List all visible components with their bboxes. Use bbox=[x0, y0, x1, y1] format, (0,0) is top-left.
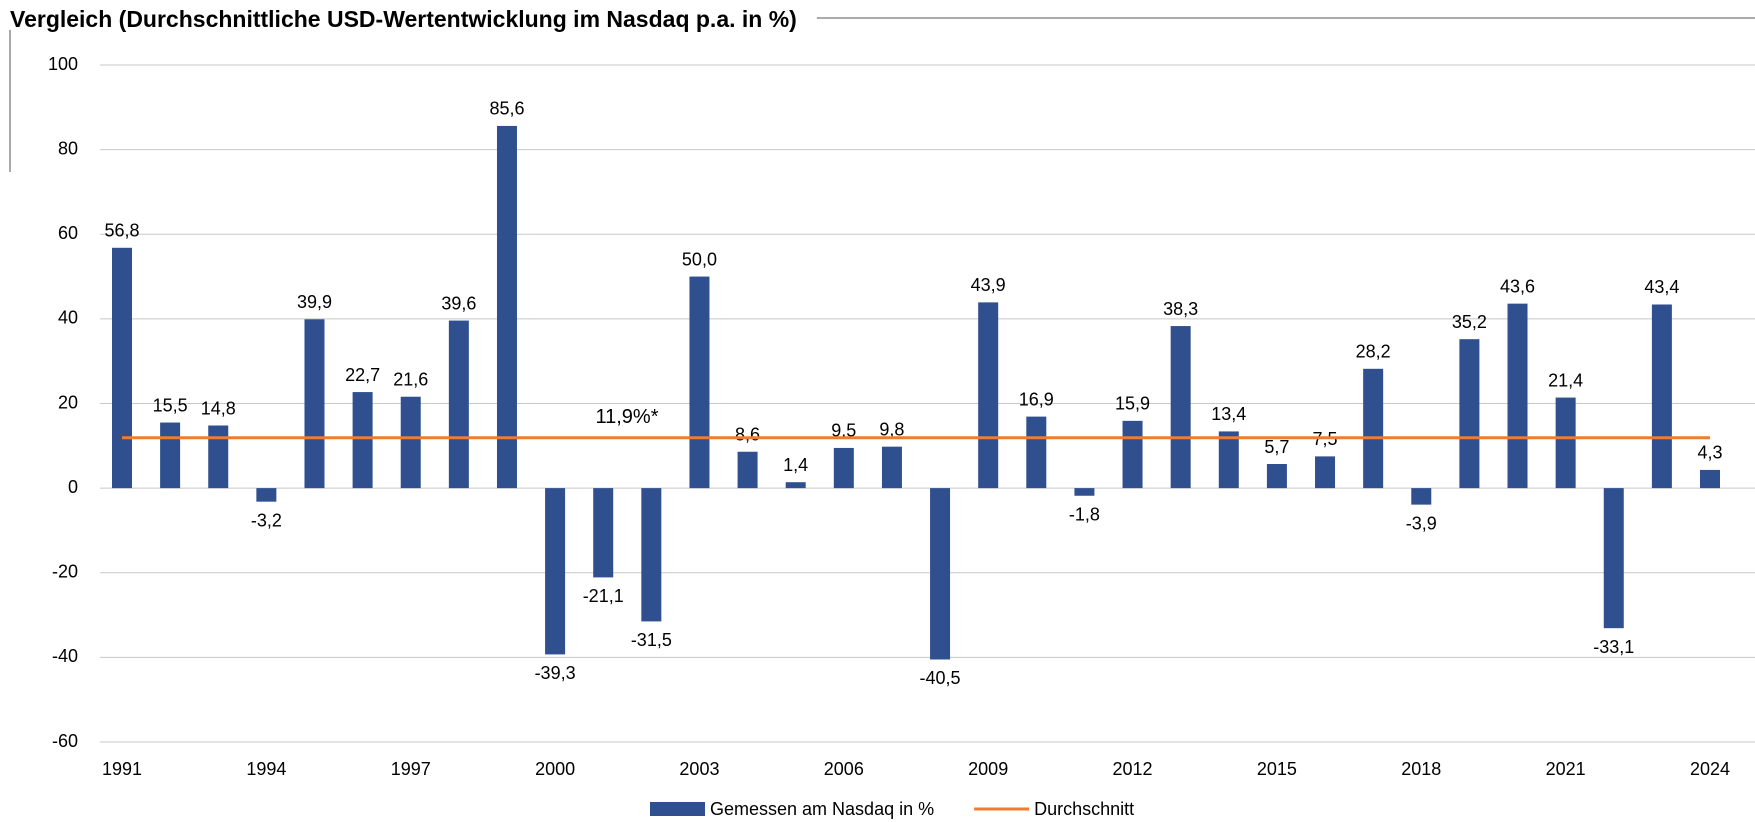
bar bbox=[112, 247, 132, 489]
bar bbox=[448, 320, 469, 489]
x-tick-label: 2024 bbox=[1690, 759, 1730, 779]
bar bbox=[689, 276, 710, 489]
data-label: 56,8 bbox=[104, 221, 139, 241]
bar bbox=[1459, 339, 1480, 489]
bar bbox=[1603, 488, 1624, 629]
x-tick-label: 2000 bbox=[535, 759, 575, 779]
data-label: -33,1 bbox=[1593, 637, 1634, 657]
legend-swatch bbox=[650, 802, 705, 816]
data-label: 28,2 bbox=[1356, 342, 1391, 362]
x-tick-label: 2015 bbox=[1257, 759, 1297, 779]
bar bbox=[545, 488, 566, 655]
y-tick-label: 20 bbox=[58, 392, 78, 412]
data-label: 39,9 bbox=[297, 292, 332, 312]
bar bbox=[737, 451, 758, 489]
x-tick-label: 2006 bbox=[824, 759, 864, 779]
legend-label: Durchschnitt bbox=[1034, 799, 1134, 819]
bar bbox=[400, 396, 421, 489]
data-label: 13,4 bbox=[1211, 404, 1246, 424]
data-label: -40,5 bbox=[920, 668, 961, 688]
bar bbox=[1507, 303, 1528, 489]
bar bbox=[1074, 488, 1095, 496]
bar bbox=[1651, 304, 1672, 489]
data-label: 50,0 bbox=[682, 249, 717, 269]
data-label: 9,5 bbox=[831, 421, 856, 441]
x-tick-label: 2021 bbox=[1546, 759, 1586, 779]
data-label: 21,6 bbox=[393, 369, 428, 389]
bar bbox=[641, 488, 662, 622]
data-label: 43,4 bbox=[1644, 277, 1679, 297]
y-tick-label: 0 bbox=[68, 477, 78, 497]
bar bbox=[1363, 368, 1384, 489]
x-tick-label: 1997 bbox=[391, 759, 431, 779]
bar bbox=[1315, 456, 1336, 489]
bar bbox=[1411, 488, 1432, 505]
data-label: 43,6 bbox=[1500, 276, 1535, 296]
data-label: 4,3 bbox=[1697, 443, 1722, 463]
bar bbox=[930, 488, 951, 660]
y-tick-label: 40 bbox=[58, 308, 78, 328]
data-label: 43,9 bbox=[971, 275, 1006, 295]
y-tick-label: 100 bbox=[48, 54, 78, 74]
data-label: 85,6 bbox=[489, 99, 524, 119]
data-label: 15,9 bbox=[1115, 394, 1150, 414]
data-label: -3,2 bbox=[251, 510, 282, 530]
bar bbox=[881, 446, 902, 489]
data-label: 16,9 bbox=[1019, 389, 1054, 409]
legend-label: Gemessen am Nasdaq in % bbox=[710, 799, 934, 819]
data-label: 21,4 bbox=[1548, 370, 1583, 390]
bar bbox=[1555, 397, 1576, 489]
bar bbox=[833, 447, 854, 489]
data-label: -31,5 bbox=[631, 630, 672, 650]
data-label: 8,6 bbox=[735, 424, 760, 444]
bar bbox=[496, 125, 517, 489]
bar bbox=[1122, 420, 1143, 489]
data-label: 38,3 bbox=[1163, 299, 1198, 319]
data-label: 22,7 bbox=[345, 365, 380, 385]
data-label: -3,9 bbox=[1406, 513, 1437, 533]
bar bbox=[1266, 464, 1287, 489]
x-tick-label: 2012 bbox=[1113, 759, 1153, 779]
bar bbox=[160, 422, 181, 489]
data-label: -21,1 bbox=[583, 586, 624, 606]
average-label: 11,9%* bbox=[595, 406, 658, 428]
data-label: 9,8 bbox=[879, 419, 904, 439]
x-tick-label: 2018 bbox=[1401, 759, 1441, 779]
bar bbox=[978, 302, 999, 489]
y-tick-label: -40 bbox=[52, 646, 78, 666]
y-tick-label: 80 bbox=[58, 138, 78, 158]
y-tick-label: 60 bbox=[58, 223, 78, 243]
bar bbox=[785, 482, 806, 489]
data-label: 35,2 bbox=[1452, 312, 1487, 332]
x-tick-label: 1994 bbox=[246, 759, 286, 779]
y-tick-label: -60 bbox=[52, 731, 78, 751]
data-label: 15,5 bbox=[153, 395, 188, 415]
bar bbox=[304, 319, 325, 489]
bar bbox=[593, 488, 614, 578]
data-label: 39,6 bbox=[441, 293, 476, 313]
bar bbox=[352, 392, 373, 489]
data-label: -1,8 bbox=[1069, 504, 1100, 524]
bar bbox=[1218, 431, 1239, 489]
bar bbox=[1700, 469, 1720, 489]
data-label: 5,7 bbox=[1264, 437, 1289, 457]
bar bbox=[1170, 326, 1191, 489]
data-label: 14,8 bbox=[201, 398, 236, 418]
bar bbox=[256, 488, 277, 502]
data-label: -39,3 bbox=[535, 663, 576, 683]
x-tick-label: 2009 bbox=[968, 759, 1008, 779]
bar bbox=[208, 425, 229, 489]
data-label: 1,4 bbox=[783, 455, 808, 475]
bar bbox=[1026, 416, 1047, 489]
y-tick-label: -20 bbox=[52, 562, 78, 582]
x-tick-label: 2003 bbox=[679, 759, 719, 779]
chart-title: Vergleich (Durchschnittliche USD-Wertent… bbox=[10, 6, 797, 32]
x-tick-label: 1991 bbox=[102, 759, 142, 779]
